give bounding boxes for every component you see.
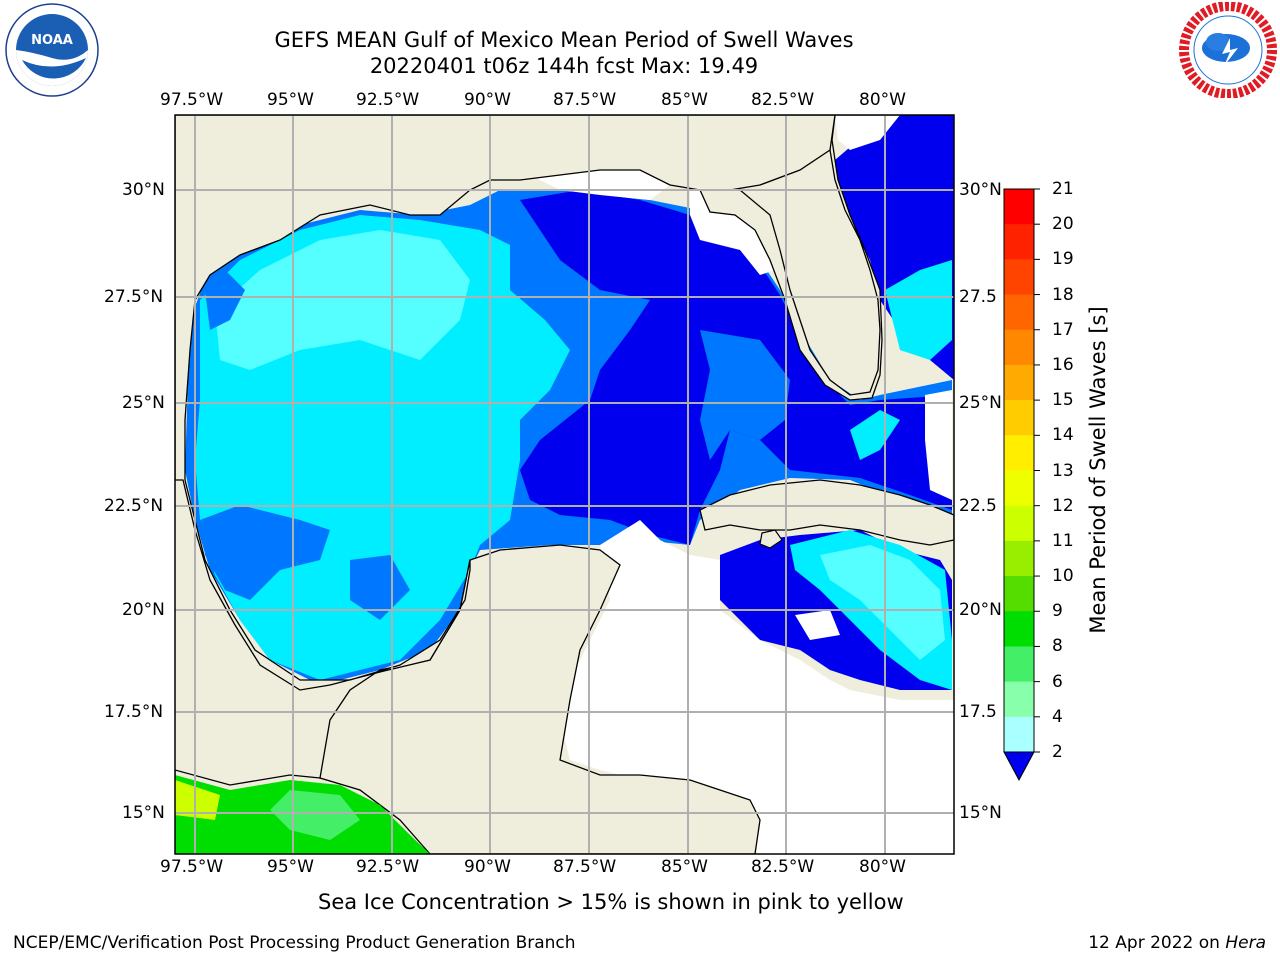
colorbar-segment <box>1004 681 1034 718</box>
colorbar-tick-label: 12 <box>1052 495 1074 516</box>
colorbar-tick-label: 11 <box>1052 530 1074 551</box>
lon-label-top: 80°W <box>859 90 906 110</box>
colorbar-segment <box>1004 364 1034 401</box>
gulf-coast-north <box>175 115 836 691</box>
chart-title: GEFS MEAN Gulf of Mexico Mean Period of … <box>274 28 854 52</box>
lon-label-top: 95°W <box>267 90 314 110</box>
colorbar-tick-label: 21 <box>1052 179 1074 199</box>
lat-label-right: 25°N <box>959 393 1002 413</box>
colorbar-segment <box>1004 259 1034 296</box>
lat-label-left: 20°N <box>122 600 165 620</box>
colorbar-tick-label: 14 <box>1052 425 1074 446</box>
lat-label-left: 25°N <box>122 393 165 413</box>
chart-subtitle: 20220401 t06z 144h fcst Max: 19.49 <box>369 54 759 78</box>
lat-label-left: 30°N <box>122 180 165 200</box>
colorbar-segment <box>1004 540 1034 577</box>
lat-label-left: 17.5°N <box>104 702 164 722</box>
colorbar-tick-label: 17 <box>1052 319 1074 340</box>
gulf-light-cyan <box>215 230 470 370</box>
footer-date: 12 Apr 2022 on Hera <box>1088 933 1266 953</box>
gulf-mid-blue <box>700 330 790 460</box>
colorbar-segment <box>1004 470 1034 507</box>
lat-label-left: 22.5°N <box>104 496 164 516</box>
colorbar-segment <box>1004 576 1034 612</box>
colorbar-tick-label: 19 <box>1052 249 1074 270</box>
lon-label-bottom: 92.5°W <box>356 857 420 877</box>
lon-label-bottom: 87.5°W <box>553 857 617 877</box>
colorbar-tick-label: 13 <box>1052 460 1074 481</box>
lat-label-left: 27.5°N <box>104 287 164 307</box>
colorbar-tick-label: 15 <box>1052 390 1074 411</box>
colorbar-segment <box>1004 329 1034 366</box>
florida-peninsula <box>698 115 954 401</box>
colorbar-segment <box>1004 716 1034 753</box>
colorbar-segment <box>1004 646 1034 683</box>
lon-label-bottom: 80°W <box>859 857 906 877</box>
no-data-bahamas <box>925 390 952 500</box>
noaa-logo-text: NOAA <box>31 33 73 48</box>
atlantic-cyan <box>885 260 952 360</box>
lon-label-bottom: 90°W <box>464 857 511 877</box>
lon-label-bottom: 82.5°W <box>751 857 815 877</box>
lon-label-bottom: 97.5°W <box>160 857 224 877</box>
lat-label-right: 22.5 <box>959 496 997 516</box>
lat-label-right: 20°N <box>959 600 1002 620</box>
footer-date-text: 12 Apr 2022 on <box>1088 933 1226 953</box>
pacific-yellow <box>175 780 220 820</box>
lon-label-bottom: 85°W <box>661 857 708 877</box>
no-data-north <box>520 170 670 200</box>
lon-label-bottom: 95°W <box>267 857 314 877</box>
colorbar-tick-label: 16 <box>1052 354 1074 375</box>
noaa-logo: NOAA <box>5 3 99 97</box>
colorbar-extension <box>1003 751 1035 782</box>
straits-cyan <box>850 410 900 460</box>
lon-label-top: 92.5°W <box>356 90 420 110</box>
map-frame <box>174 114 955 855</box>
lat-label-right: 30°N <box>959 180 1002 200</box>
colorbar-tick-label: 9 <box>1052 601 1063 622</box>
lat-label-left: 15°N <box>122 803 165 823</box>
colorbar-tick-label: 18 <box>1052 284 1074 305</box>
lat-label-right: 27.5 <box>959 287 997 307</box>
colorbar-tick-label: 20 <box>1052 214 1074 235</box>
lon-label-top: 97.5°W <box>160 90 224 110</box>
colorbar-tick-label: 10 <box>1052 566 1074 587</box>
no-data-cayman <box>795 610 840 640</box>
lon-label-top: 85°W <box>661 90 708 110</box>
colorbar-tick-label: 2 <box>1052 742 1063 762</box>
lat-label-right: 15°N <box>959 803 1002 823</box>
yucatan-peninsula <box>319 544 761 854</box>
sea-ice-note: Sea Ice Concentration > 15% is shown in … <box>318 890 904 914</box>
map-gridlines <box>175 115 954 854</box>
nws-logo <box>1179 2 1277 98</box>
lon-label-top: 82.5°W <box>751 90 815 110</box>
footer-credit: NCEP/EMC/Verification Post Processing Pr… <box>13 933 576 953</box>
colorbar-tick-label: 6 <box>1052 671 1063 692</box>
gulf-blue-patch-s <box>350 555 410 620</box>
cuba <box>699 479 954 546</box>
lat-label-right: 17.5 <box>959 702 997 722</box>
colorbar-title: Mean Period of Swell Waves [s] <box>1086 306 1110 634</box>
footer-host: Hera <box>1225 933 1266 953</box>
lon-label-top: 87.5°W <box>553 90 617 110</box>
no-data-yucatan-channel <box>560 520 954 854</box>
lon-label-top: 90°W <box>464 90 511 110</box>
gulf-blue-patch-sw <box>200 505 330 600</box>
colorbar-segment <box>1004 400 1034 436</box>
colorbar-tick-label: 4 <box>1052 706 1063 727</box>
isle-of-youth <box>759 529 783 549</box>
colorbar-tick-label: 8 <box>1052 636 1063 657</box>
colorbar-segment <box>1004 611 1034 647</box>
caribbean-light-cyan <box>820 545 945 660</box>
colorbar <box>1003 188 1040 782</box>
colorbar-segment <box>1004 505 1034 542</box>
colorbar-segment <box>1004 435 1034 471</box>
colorbar-segment <box>1004 189 1034 225</box>
gulf-blue-patch-nw <box>205 270 245 330</box>
no-data-atlantic-nw <box>835 115 900 150</box>
colorbar-segment <box>1004 224 1034 260</box>
colorbar-segment <box>1004 294 1034 331</box>
